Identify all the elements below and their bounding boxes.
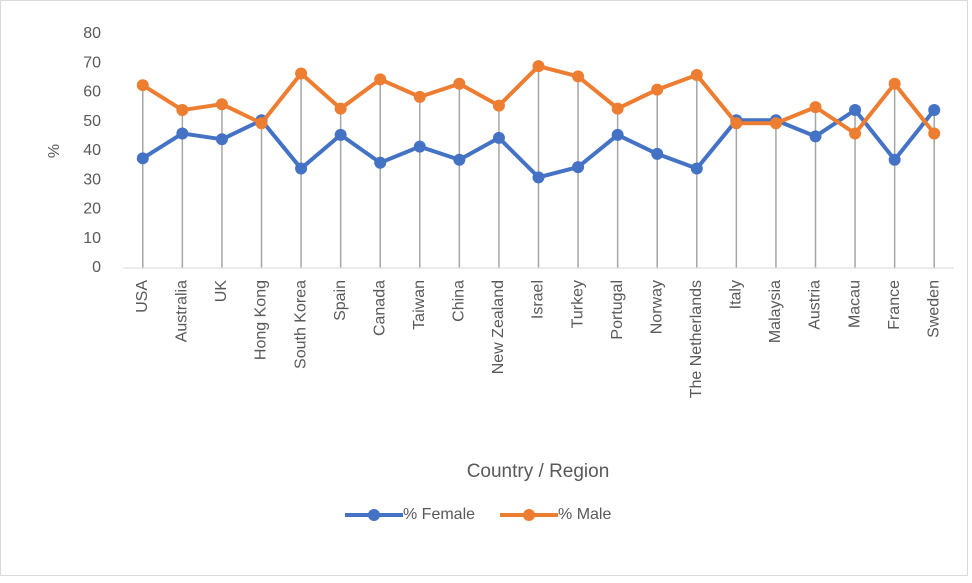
data-point [492, 99, 505, 112]
x-tick-label: Australia [174, 280, 191, 342]
x-tick-label: New Zealand [490, 280, 507, 374]
data-point [374, 73, 387, 86]
y-tick-label: 40 [83, 142, 101, 159]
x-tick-label: Hong Kong [253, 280, 270, 360]
y-tick-label: 70 [83, 54, 101, 71]
x-tick-label: Sweden [925, 280, 942, 338]
data-point [374, 156, 387, 169]
data-point [295, 67, 308, 80]
data-point [532, 60, 545, 73]
x-tick-label: The Netherlands [688, 280, 705, 398]
legend-marker [523, 509, 536, 521]
data-point [611, 102, 624, 115]
data-point [690, 162, 703, 175]
x-tick-label: USA [134, 280, 151, 313]
x-tick-label: Malaysia [767, 280, 784, 343]
x-tick-label: South Korea [292, 280, 309, 369]
data-point [453, 153, 466, 166]
data-point [849, 127, 862, 140]
data-point [215, 98, 228, 111]
y-tick-label: 60 [83, 84, 101, 101]
data-point [928, 104, 941, 117]
data-point [730, 117, 743, 130]
data-point [215, 133, 228, 146]
data-point [255, 117, 268, 130]
data-point [334, 102, 347, 115]
x-tick-label: Austria [807, 280, 824, 330]
x-tick-label: France [886, 280, 903, 330]
x-tick-label: Canada [371, 280, 388, 336]
x-tick-label: Israel [530, 280, 547, 319]
x-tick-label: China [451, 280, 468, 322]
data-point [849, 104, 862, 117]
data-point [572, 161, 585, 174]
data-point [176, 104, 189, 117]
y-tick-label: 10 [83, 230, 101, 247]
x-tick-label: Macau [846, 280, 863, 328]
data-point [176, 127, 189, 140]
y-axis-title: % [46, 144, 63, 158]
x-tick-label: Norway [648, 280, 665, 334]
x-tick-label: Taiwan [411, 280, 428, 330]
data-point [136, 152, 149, 165]
x-axis-title: Country / Region [467, 461, 610, 482]
data-point [413, 90, 426, 103]
data-point [334, 128, 347, 141]
x-tick-label: UK [213, 280, 230, 303]
y-tick-label: 30 [83, 171, 101, 188]
data-point [651, 83, 664, 96]
data-point [453, 77, 466, 90]
legend-label: % Male [558, 506, 611, 523]
legend-label: % Female [403, 506, 475, 523]
data-point [611, 128, 624, 141]
data-point [690, 68, 703, 81]
data-point [769, 117, 782, 130]
data-point [572, 70, 585, 83]
data-point [809, 130, 822, 143]
data-point [413, 140, 426, 153]
data-point [651, 147, 664, 160]
data-point [888, 153, 901, 166]
data-point [136, 79, 149, 92]
legend-marker [368, 509, 380, 521]
x-tick-label: Italy [728, 280, 745, 309]
data-point [809, 101, 822, 114]
data-point [532, 171, 545, 184]
x-tick-label: Portugal [609, 280, 626, 340]
x-tick-label: Spain [332, 280, 349, 321]
data-point [888, 77, 901, 90]
data-point [295, 162, 308, 175]
x-tick-label: Turkey [569, 280, 586, 328]
y-tick-label: 50 [83, 113, 101, 130]
y-tick-label: 80 [83, 25, 101, 42]
data-point [928, 127, 941, 140]
y-tick-label: 0 [92, 259, 101, 276]
data-point [492, 131, 505, 144]
y-tick-label: 20 [83, 201, 101, 218]
